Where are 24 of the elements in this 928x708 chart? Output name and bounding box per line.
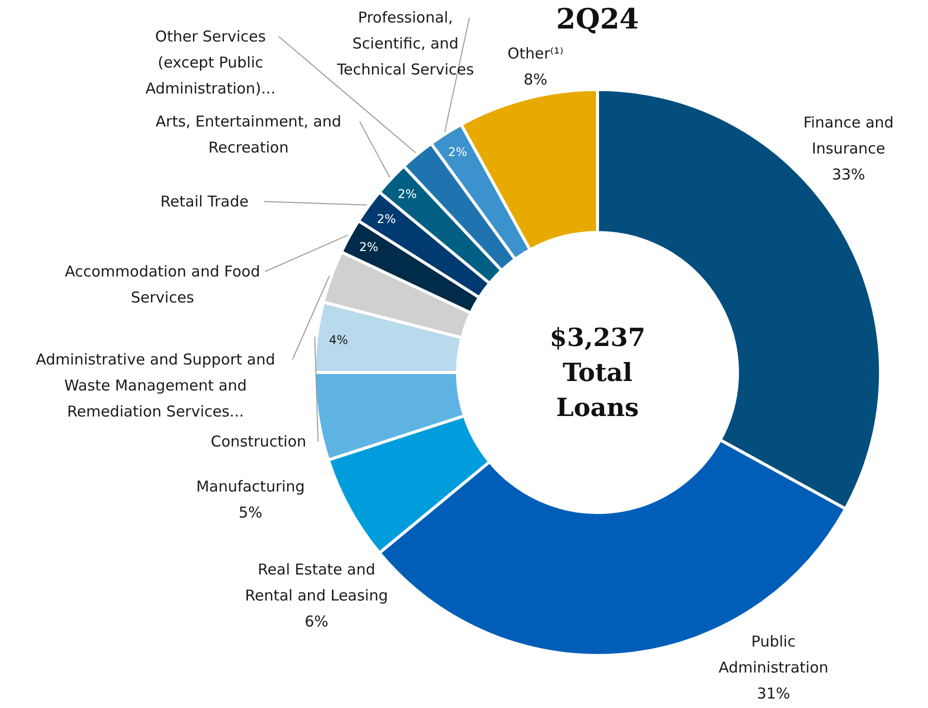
text: $3,237 Total Loans [550, 323, 646, 422]
slice-label: Retail Trade [160, 192, 249, 210]
slice-label: Accommodation and Food Services [64, 262, 260, 307]
slice-label: Other Services (except Public Administration)... [146, 28, 276, 98]
slice-label: Real Estate and Rental and Leasing [244, 560, 388, 605]
data-label: 4% [329, 332, 348, 347]
data-label: 2% [376, 212, 396, 226]
slice-label: Finance and Insurance [803, 114, 894, 158]
data-label: 2% [448, 145, 468, 160]
data-label: 8% [524, 70, 548, 89]
slice-label: Construction [210, 432, 306, 450]
slice-label: Professional, Scientific, and Technical Services [336, 8, 474, 79]
chart-title: 2Q24 [556, 2, 639, 36]
data-label: 6% [304, 612, 328, 631]
slice-label: Arts, Entertainment, and Recreation [156, 112, 342, 157]
slice-label: Other⁽¹⁾ [508, 44, 564, 62]
data-label: 33% [832, 166, 866, 184]
data-label: 31% [756, 684, 790, 703]
slice-label: Public Administration [718, 632, 828, 677]
slice-label: Administrative and Support and Waste Management and Remediation Services... [36, 350, 276, 421]
data-label: 2% [398, 186, 417, 201]
slice-label: Manufacturing [196, 478, 305, 496]
data-label: 5% [238, 504, 262, 522]
data-label: 2% [359, 240, 378, 254]
